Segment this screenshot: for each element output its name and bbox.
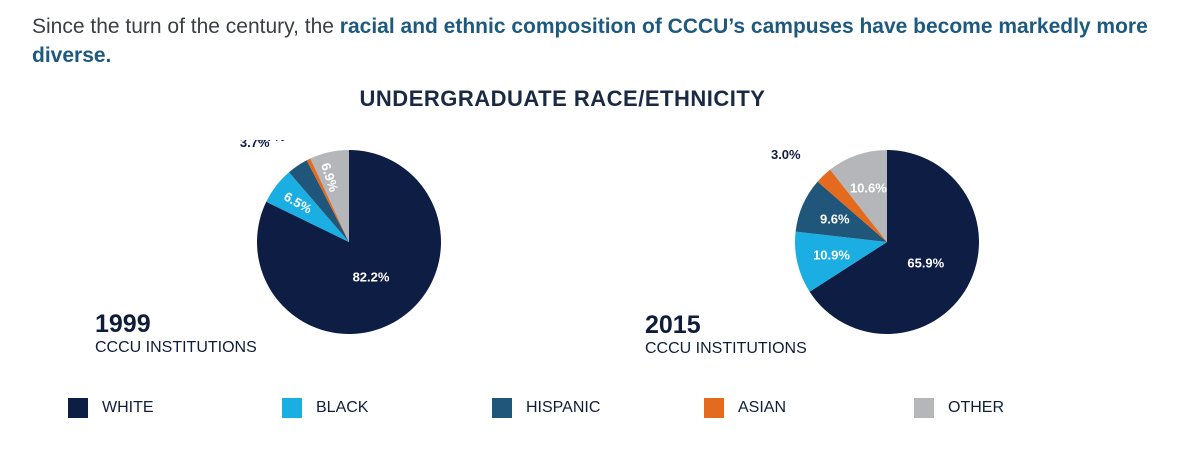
legend-swatch-black bbox=[282, 398, 302, 418]
pie-label-other-2015: 10.6% bbox=[850, 181, 887, 196]
legend-swatch-other bbox=[914, 398, 934, 418]
subtitle-1999: CCCU INSTITUTIONS bbox=[95, 339, 257, 356]
legend-swatch-white bbox=[68, 398, 88, 418]
intro-lead: Since the turn of the century, the bbox=[32, 15, 340, 38]
pie-slice-asian-2015 bbox=[817, 169, 887, 242]
pie-label-white-2015: 65.9% bbox=[907, 256, 944, 271]
pie-slice-black-2015 bbox=[795, 231, 887, 292]
pie-chart-2015: 65.9% 10.9% 9.6% 3.0% 10.6% bbox=[771, 147, 979, 334]
legend-label-hispanic: HISPANIC bbox=[526, 399, 601, 416]
legend-label-black: BLACK bbox=[316, 399, 369, 416]
legend-swatch-asian bbox=[704, 398, 724, 418]
legend: WHITE BLACK HISPANIC ASIAN OTHER bbox=[0, 398, 1200, 422]
pie-label-white-1999: 82.2% bbox=[353, 270, 390, 285]
pie-label-asian-2015: 3.0% bbox=[771, 147, 801, 162]
legend-label-asian: ASIAN bbox=[738, 399, 787, 416]
pie-slice-asian-1999 bbox=[306, 158, 349, 242]
pie-slice-white-1999 bbox=[256, 150, 441, 334]
pie-label-black-2015: 10.9% bbox=[813, 248, 850, 263]
year-label-2015: 2015 bbox=[645, 311, 701, 339]
pie-slice-black-1999 bbox=[266, 172, 349, 242]
pie-slice-hispanic-2015 bbox=[795, 181, 887, 242]
legend-label-other: OTHER bbox=[948, 399, 1004, 416]
pie-label-hispanic-1999: 3.7% bbox=[240, 140, 270, 150]
pie-slice-other-1999 bbox=[310, 150, 349, 242]
legend-item-asian: ASIAN bbox=[704, 398, 786, 418]
year-label-1999: 1999 bbox=[95, 310, 151, 338]
legend-swatch-hispanic bbox=[492, 398, 512, 418]
intro-text: Since the turn of the century, the racia… bbox=[32, 12, 1172, 70]
legend-item-white: WHITE bbox=[68, 398, 154, 418]
legend-item-hispanic: HISPANIC bbox=[492, 398, 600, 418]
subtitle-2015: CCCU INSTITUTIONS bbox=[645, 340, 807, 357]
legend-item-other: OTHER bbox=[914, 398, 1004, 418]
pie-slice-hispanic-1999 bbox=[289, 160, 349, 242]
chart-title: UNDERGRADUATE RACE/ETHNICITY bbox=[359, 86, 766, 111]
legend-label-white: WHITE bbox=[102, 399, 154, 416]
pie-slice-white-2015 bbox=[809, 150, 979, 334]
pie-slice-other-2015 bbox=[830, 150, 887, 242]
legend-item-black: BLACK bbox=[282, 398, 368, 418]
pie-chart-1999: 82.2%6.5%3.7%0.7%6.9% bbox=[240, 140, 441, 334]
pie-label-asian-1999: 0.7% bbox=[256, 140, 286, 144]
intro-emphasis: racial and ethnic composition of CCCU’s … bbox=[32, 15, 1148, 67]
pie-label-hispanic-2015: 9.6% bbox=[820, 212, 850, 227]
